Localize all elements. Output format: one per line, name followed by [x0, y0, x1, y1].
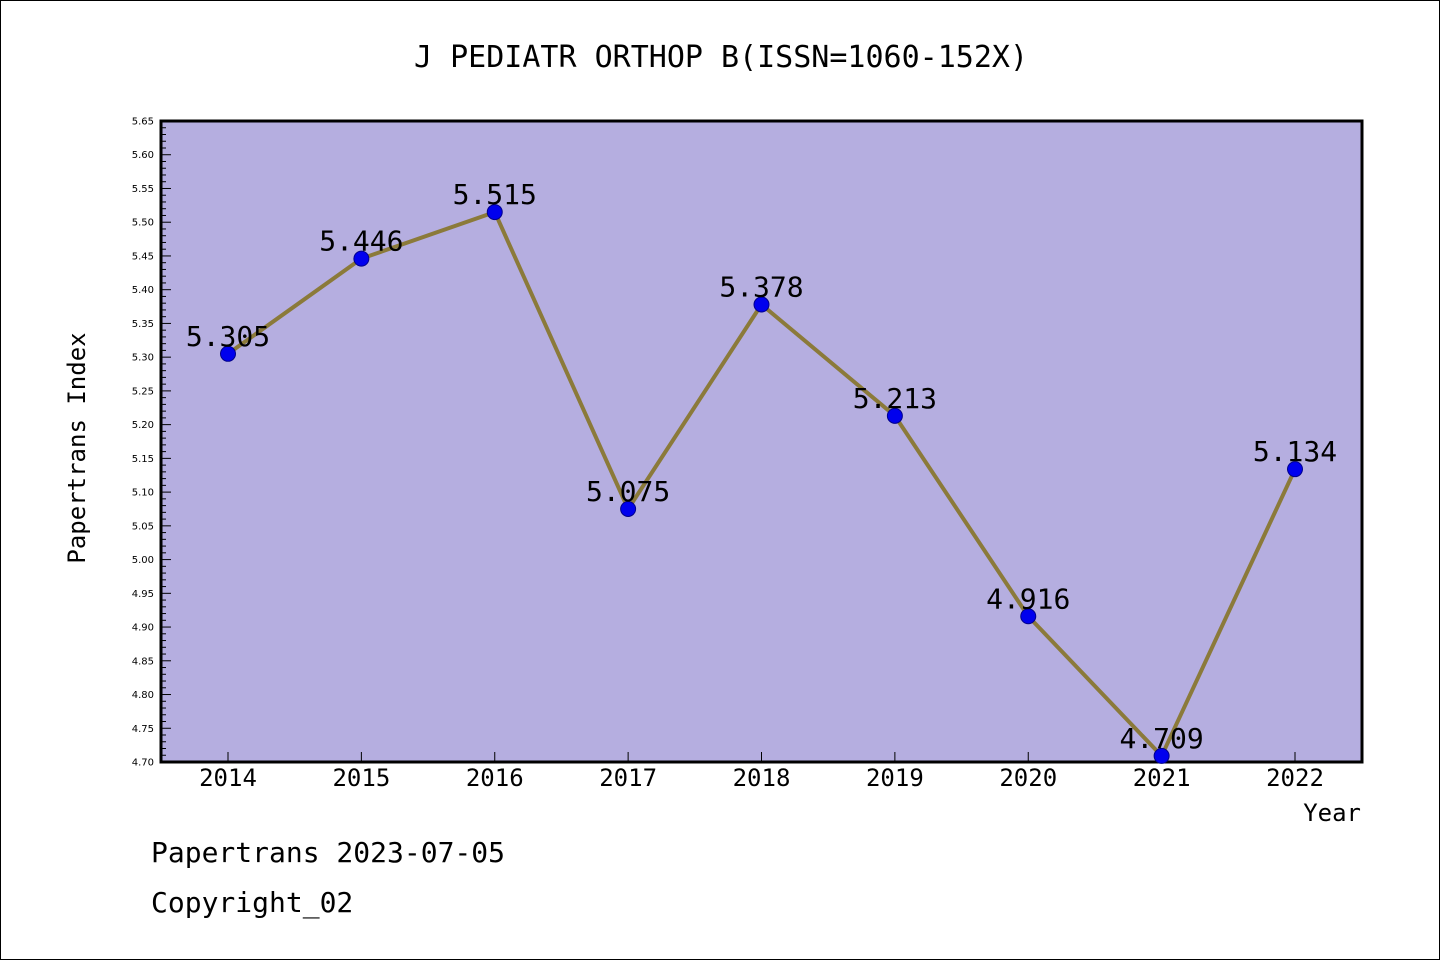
data-label: 5.446 — [319, 225, 403, 258]
y-tick-label: 5.15 — [132, 454, 154, 465]
y-tick-label: 5.10 — [132, 488, 154, 499]
x-tick-label: 2019 — [866, 764, 924, 792]
y-tick-label: 5.60 — [132, 150, 154, 161]
footer-date: Papertrans 2023-07-05 — [151, 836, 506, 869]
y-axis: 4.70 4.75 4.80 4.85 4.90 4.95 5.00 5.05 5.10 5.15… — [132, 117, 171, 769]
x-tick-label: 2020 — [999, 764, 1057, 792]
y-tick-label: 4.70 — [132, 758, 154, 769]
x-axis-label: Year — [1303, 799, 1361, 827]
data-point — [1020, 608, 1037, 625]
data-label: 5.515 — [453, 178, 537, 211]
x-tick-label: 2017 — [599, 764, 657, 792]
plot-area — [159, 119, 1364, 764]
y-tick-label: 5.20 — [132, 420, 154, 431]
y-tick-label: 5.05 — [132, 521, 154, 532]
data-point — [1287, 461, 1303, 478]
x-tick-label: 2022 — [1266, 764, 1324, 792]
data-point — [486, 204, 503, 221]
x-tick-label: 2016 — [466, 764, 524, 792]
data-label: 5.075 — [586, 475, 670, 508]
x-tick-label: 2015 — [332, 764, 390, 792]
x-tick-label: 2021 — [1133, 764, 1191, 792]
chart-title: J PEDIATR ORTHOP B(ISSN=1060-152X) — [414, 40, 1028, 75]
data-point — [220, 345, 236, 362]
y-tick-label: 4.85 — [132, 656, 154, 667]
y-tick-label: 4.90 — [132, 623, 154, 634]
y-tick-label: 4.80 — [132, 690, 154, 701]
data-label: 5.134 — [1253, 435, 1337, 468]
x-tick-label: 2018 — [733, 764, 791, 792]
data-point — [753, 296, 770, 313]
data-point — [353, 250, 370, 267]
y-tick-label: 4.75 — [132, 724, 154, 735]
y-tick-label: 5.65 — [132, 117, 154, 128]
y-tick-label: 5.50 — [132, 218, 154, 229]
data-label: 5.378 — [719, 271, 803, 304]
y-tick-label: 5.00 — [132, 555, 154, 566]
footer-copyright: Copyright_02 — [151, 886, 354, 919]
series-papertrans-index: 5.305 5.446 5.515 5.075 5.378 5.213 4.916 4.709… — [186, 178, 1337, 764]
x-axis: 2014 2015 2016 2017 2018 2019 2020 2021 2022 — [199, 752, 1324, 792]
data-label: 5.213 — [853, 382, 937, 415]
data-point — [1153, 747, 1170, 764]
data-label: 4.916 — [986, 582, 1070, 615]
y-tick-label: 5.40 — [132, 285, 154, 296]
data-label: 4.709 — [1119, 722, 1203, 755]
y-axis-label: Papertrans Index — [63, 332, 91, 563]
y-tick-label: 5.35 — [132, 319, 154, 330]
y-tick-label: 5.45 — [132, 251, 154, 262]
y-tick-label: 4.95 — [132, 589, 154, 600]
x-tick-label: 2014 — [199, 764, 257, 792]
y-tick-label: 5.30 — [132, 353, 154, 364]
data-label: 5.305 — [186, 320, 270, 353]
data-point — [620, 500, 637, 517]
y-tick-label: 5.25 — [132, 386, 154, 397]
data-point — [886, 407, 903, 424]
y-tick-label: 5.55 — [132, 184, 154, 195]
